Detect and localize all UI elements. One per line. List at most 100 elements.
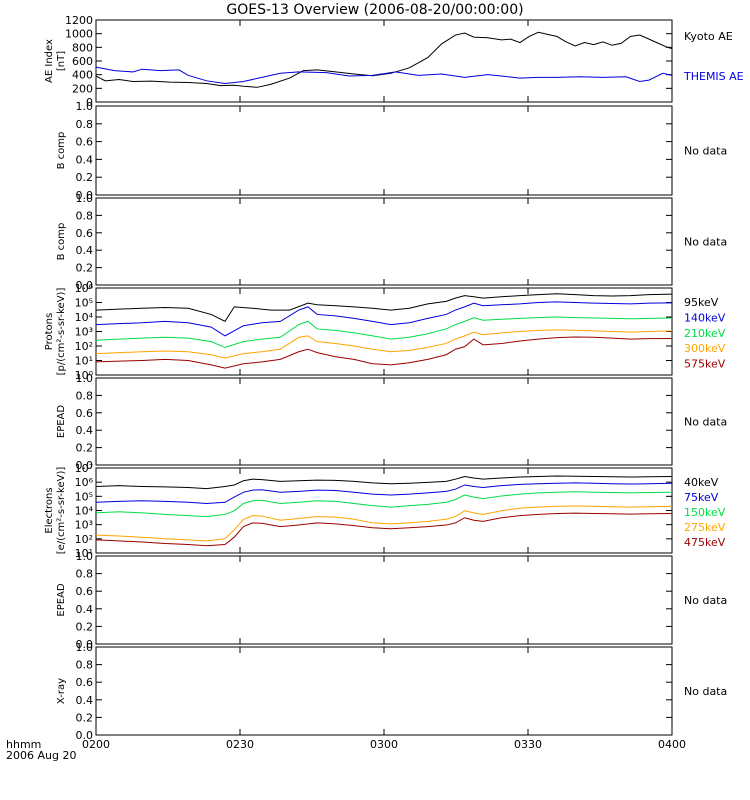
panel-frame — [95, 287, 673, 376]
y-tick-label: 1.0 — [76, 372, 94, 385]
date-label: 2006 Aug 20 — [6, 749, 76, 762]
no-data-label: No data — [684, 236, 727, 249]
panel-3: 0.0 0.2 0.4 0.6 0.8 1.0 B comp No data — [56, 192, 727, 292]
series-line-275kev — [95, 505, 673, 542]
y-tick-label: 0.8 — [76, 118, 94, 131]
y-tick-label: 400 — [72, 69, 93, 82]
y-axis-label: [nT] — [56, 51, 67, 71]
y-axis-label: EPEAD — [56, 405, 67, 439]
y-tick-label: 0.0 — [76, 638, 94, 651]
y-tick-label: 0.2 — [76, 711, 94, 724]
series-line-575kev — [95, 336, 673, 369]
y-tick-label: 200 — [72, 82, 93, 95]
y-tick-label: 0.6 — [76, 585, 94, 598]
y-tick-label: 0.6 — [76, 227, 94, 240]
y-tick-label: 10⁶ — [75, 282, 94, 295]
no-data-label: No data — [684, 594, 727, 607]
y-tick-label: 10⁵ — [75, 490, 93, 503]
panel-frame — [95, 19, 673, 103]
y-tick-label: 0.4 — [76, 424, 94, 437]
y-tick-label: 1.0 — [76, 192, 94, 205]
x-tick-label: 0300 — [370, 738, 398, 751]
y-axis-label: B comp — [56, 132, 67, 170]
series-line-themis-ae — [95, 66, 673, 85]
y-axis-label: [p/(cm²-s-sr-keV)] — [56, 288, 67, 376]
y-tick-label: 1200 — [65, 14, 93, 27]
y-tick-label: 1.0 — [76, 550, 94, 563]
y-tick-label: 0.2 — [76, 620, 94, 633]
y-tick-label: 10⁶ — [75, 476, 94, 489]
y-tick-label: 0.4 — [76, 603, 94, 616]
y-axis-label: [e/(cm²-s-sr-keV)] — [56, 467, 67, 555]
y-tick-label: 10² — [75, 533, 93, 546]
legend-300kev: 300keV — [684, 342, 726, 355]
y-tick-label: 0.0 — [76, 729, 94, 742]
series-line-300kev — [95, 329, 673, 359]
series-line-95kev — [95, 293, 673, 323]
y-tick-label: 10⁴ — [75, 311, 94, 324]
y-tick-label: 10⁰ — [75, 369, 94, 382]
series-line-475kev — [95, 512, 673, 547]
y-tick-label: 0.4 — [76, 244, 94, 257]
figure-title: GOES-13 Overview (2006-08-20/00:00:00) — [226, 2, 523, 18]
y-tick-label: 0.8 — [76, 568, 94, 581]
panel-5: 0.0 0.2 0.4 0.6 0.8 1.0 EPEAD No data — [56, 372, 727, 472]
y-tick-label: 0.6 — [76, 407, 94, 420]
y-tick-label: 0.8 — [76, 659, 94, 672]
y-tick-label: 10⁷ — [75, 462, 93, 475]
legend-475kev: 475keV — [684, 536, 726, 549]
y-tick-label: 10⁵ — [75, 297, 93, 310]
x-tick-label: 0400 — [658, 738, 686, 751]
panel-frame — [95, 555, 673, 645]
y-axis-label: B comp — [56, 223, 67, 261]
no-data-label: No data — [684, 416, 727, 429]
legend-40kev: 40keV — [684, 476, 719, 489]
legend-210kev: 210keV — [684, 327, 726, 340]
no-data-label: No data — [684, 145, 727, 158]
y-axis-label: AE Index — [44, 39, 55, 83]
y-tick-label: 0.6 — [76, 136, 94, 149]
legend-95kev: 95keV — [684, 296, 719, 309]
y-tick-label: 10² — [75, 340, 93, 353]
y-tick-label: 0.4 — [76, 694, 94, 707]
y-axis-label: Electrons — [44, 487, 55, 533]
series-line-75kev — [95, 482, 673, 504]
y-tick-label: 0.2 — [76, 171, 94, 184]
y-tick-label: 800 — [72, 41, 93, 54]
y-tick-label: 0.0 — [76, 189, 94, 202]
panel-frame — [95, 467, 673, 554]
legend-75kev: 75keV — [684, 491, 719, 504]
y-tick-label: 0.6 — [76, 676, 94, 689]
panel-frame — [95, 646, 673, 736]
panel-8: 0.0 0.2 0.4 0.6 0.8 1.0 0200 0230 0300 0330 0400 X-… — [56, 641, 727, 751]
y-tick-label: 0.4 — [76, 153, 94, 166]
no-data-label: No data — [684, 685, 727, 698]
y-tick-label: 1000 — [65, 28, 93, 41]
y-tick-label: 0 — [86, 96, 93, 109]
panel-frame — [95, 377, 673, 466]
legend-140kev: 140keV — [684, 311, 726, 324]
y-tick-label: 600 — [72, 55, 93, 68]
x-tick-label: 0330 — [514, 738, 542, 751]
panel-frame — [95, 197, 673, 286]
legend-275kev: 275keV — [684, 521, 726, 534]
series-line-40kev — [95, 475, 673, 490]
y-tick-label: 10¹ — [75, 355, 93, 368]
y-axis-label: Protons — [44, 313, 55, 350]
series-line-140kev — [95, 301, 673, 337]
y-tick-label: 1.0 — [76, 100, 94, 113]
y-tick-label: 0.8 — [76, 209, 94, 222]
y-tick-label: 10¹ — [75, 547, 93, 560]
y-axis-label: EPEAD — [56, 583, 67, 617]
y-tick-label: 10³ — [75, 519, 93, 532]
y-axis-label: X-ray — [56, 678, 67, 704]
series-line-kyoto-ae — [95, 31, 673, 88]
series-line-150kev — [95, 491, 673, 518]
x-tick-label: 0200 — [82, 738, 110, 751]
